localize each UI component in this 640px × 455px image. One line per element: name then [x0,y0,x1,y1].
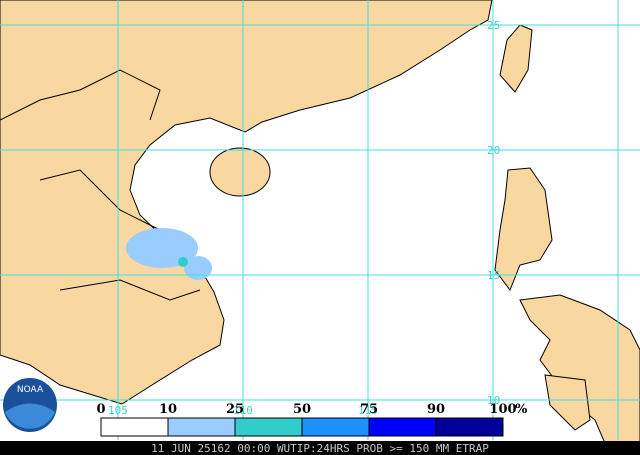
legend-unit: % [515,402,528,417]
lon-label: 115 [358,404,378,417]
legend-swatch [234,417,303,437]
grid-labels: 25 20 15 10 105 110 115 [108,19,500,417]
legend-label: 75 [360,402,378,417]
lat-label: 25 [487,19,500,32]
legend-swatch [435,417,504,437]
legend-label: 0 [96,402,105,417]
lon-label: 105 [108,404,128,417]
legend-label: 50 [293,402,311,417]
legend-label: 10 [159,402,177,417]
legend-swatch [368,417,437,437]
rain-area [184,256,212,280]
grid [0,0,640,440]
legend-swatch [100,417,169,437]
footer-text: 11 JUN 25162 00:00 WUTIP:24HRS PROB >= 1… [151,442,489,455]
lat-label: 10 [487,394,500,407]
legend-label: 25 [226,402,244,417]
lat-label: 15 [487,269,500,282]
rain-core [178,257,188,267]
noaa-logo: NOAA [3,378,57,432]
legend-swatch [167,417,236,437]
logo-text: NOAA [17,385,44,395]
legend: 0 10 25 50 75 90 100% [96,402,528,437]
legend-swatch [301,417,370,437]
legend-label: 100 [489,402,516,417]
legend-label: 90 [427,402,445,417]
footer-bar [0,441,640,455]
lon-label: 110 [233,404,253,417]
lat-label: 20 [487,144,500,157]
